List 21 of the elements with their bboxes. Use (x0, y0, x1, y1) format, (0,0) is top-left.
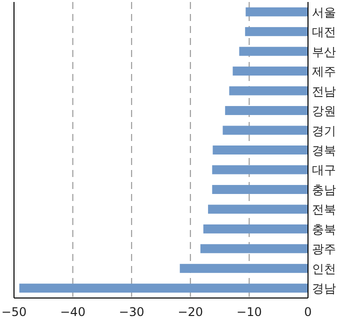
y-tick-label: 충남 (312, 182, 336, 197)
x-tick-label: −10 (236, 305, 262, 319)
y-tick-label: 충북 (312, 222, 336, 236)
y-tick-label: 제주 (312, 64, 336, 79)
x-tick-label: −30 (118, 305, 144, 319)
y-tick-label: 경북 (312, 144, 336, 158)
y-tick-label: 대전 (312, 25, 336, 40)
y-tick-label: 경기 (312, 124, 336, 138)
x-tick-label: 0 (304, 305, 312, 319)
y-tick-label: 인천 (312, 262, 336, 276)
x-tick-label: −40 (60, 305, 86, 319)
y-tick-label: 전남 (312, 84, 336, 98)
y-tick-label: 부산 (312, 44, 336, 59)
x-tick-label: −20 (178, 305, 204, 319)
y-tick-label: 대구 (312, 163, 336, 178)
y-tick-label: 전북 (312, 202, 336, 217)
x-tick-label: −50 (1, 305, 27, 319)
y-tick-label: 강원 (312, 104, 336, 118)
y-tick-label: 서울 (312, 5, 336, 20)
y-tick-label: 광주 (312, 242, 336, 256)
y-tick-label: 경남 (312, 282, 336, 296)
